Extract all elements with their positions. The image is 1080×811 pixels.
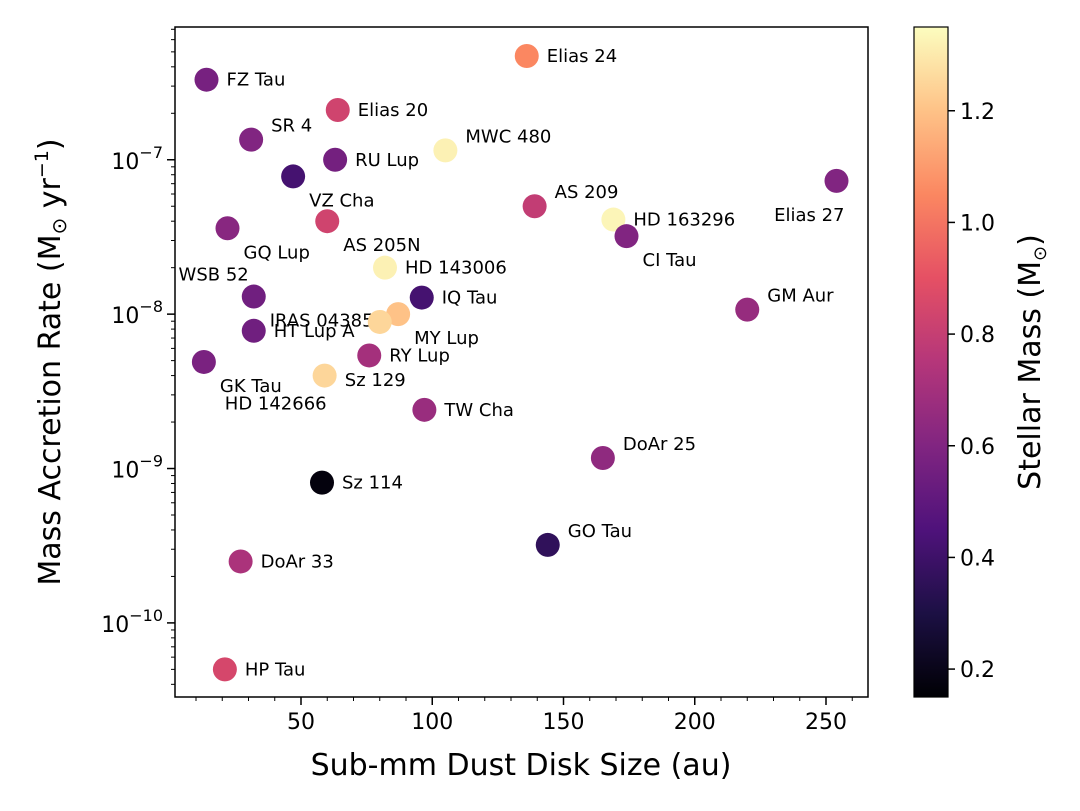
data-point — [601, 207, 626, 232]
plot-frame — [174, 26, 869, 698]
y-tick-label: 10−8 — [111, 297, 163, 329]
point-label: MWC 480 — [465, 126, 551, 147]
x-tick-label: 100 — [411, 710, 453, 735]
data-point — [590, 445, 615, 470]
x-tick-label: 200 — [674, 710, 716, 735]
x-axis-title: Sub-mm Dust Disk Size (au) — [311, 748, 732, 783]
x-tick-label: 250 — [805, 710, 847, 735]
plot-area: FZ Tau Elias 24 Elias 20 SR 4 RU Lup MWC 480 V… — [179, 44, 849, 682]
data-point — [323, 147, 348, 172]
colorbar-title: Stellar Mass (M⊙) — [1013, 234, 1051, 490]
point-label: HT Lup A — [274, 321, 356, 342]
data-point — [241, 318, 266, 343]
point-label: RU Lup — [355, 150, 419, 171]
point-label: HD 163296 — [633, 210, 735, 231]
data-point — [409, 285, 434, 310]
x-tick-label: 150 — [543, 710, 585, 735]
data-point — [315, 209, 340, 234]
y-tick-label: 10−9 — [111, 452, 163, 484]
data-point — [373, 255, 397, 280]
point-label: DoAr 25 — [623, 434, 696, 455]
colorbar-ticks: 0.2 0.4 0.6 0.8 1.0 1.2 — [948, 100, 995, 683]
point-label: Elias 27 — [774, 205, 844, 226]
data-point — [433, 138, 458, 163]
data-point — [228, 549, 253, 574]
colorbar — [913, 26, 949, 698]
data-point — [312, 363, 337, 388]
point-label: AS 205N — [343, 235, 420, 256]
colorbar-tick-label: 0.2 — [960, 658, 995, 683]
x-axis-ticks: 50 100 150 200 250 — [195, 697, 853, 735]
y-axis-title: Mass Accretion Rate (M⊙ yr−1) — [31, 138, 71, 585]
point-label: GM Aur — [767, 286, 834, 307]
colorbar-tick-label: 0.6 — [960, 435, 995, 460]
point-label: Sz 129 — [345, 370, 406, 391]
data-point — [281, 164, 306, 189]
point-label: IRAS 04385 — [270, 311, 374, 332]
data-point — [386, 302, 411, 327]
point-label: HD 143006 — [405, 258, 507, 279]
point-label: HD 142666 — [225, 394, 327, 415]
y-tick-label: 10−10 — [101, 606, 163, 638]
data-point — [367, 309, 392, 334]
x-tick-label: 50 — [287, 710, 315, 735]
point-label: CI Tau — [643, 250, 697, 271]
data-point — [191, 349, 216, 374]
point-label: Sz 114 — [342, 473, 403, 494]
data-point — [357, 343, 382, 368]
point-label: GQ Lup — [244, 242, 310, 263]
point-label: IQ Tau — [442, 288, 498, 309]
data-point — [412, 397, 437, 422]
point-label: Elias 24 — [547, 46, 617, 67]
colorbar-tick-label: 0.8 — [960, 323, 995, 348]
point-label: DoAr 33 — [261, 551, 334, 572]
colorbar-tick-label: 0.4 — [960, 546, 995, 571]
data-point — [310, 470, 334, 495]
y-axis-ticks: 10−10 10−9 10−8 10−7 — [101, 28, 175, 685]
data-point — [824, 168, 849, 193]
data-point — [241, 284, 266, 309]
point-label: Elias 20 — [358, 100, 428, 121]
data-point — [522, 194, 547, 219]
point-label: GK Tau — [220, 376, 282, 397]
data-point — [735, 297, 760, 322]
point-label: VZ Cha — [309, 190, 374, 211]
data-point — [514, 44, 539, 69]
data-point — [325, 98, 350, 123]
point-label: FZ Tau — [227, 70, 286, 91]
data-point — [614, 224, 639, 249]
colorbar-tick-label: 1.0 — [960, 211, 995, 236]
point-label: WSB 52 — [179, 265, 249, 286]
y-tick-label: 10−7 — [111, 143, 163, 175]
data-point — [535, 532, 560, 557]
data-point — [239, 127, 264, 152]
colorbar-tick-label: 1.2 — [960, 100, 995, 125]
data-point — [215, 216, 240, 241]
point-label: MY Lup — [414, 328, 479, 349]
point-label: AS 209 — [555, 182, 619, 203]
point-label: SR 4 — [271, 116, 312, 137]
data-point — [212, 657, 237, 682]
data-point — [194, 67, 219, 92]
point-label: GO Tau — [568, 521, 632, 542]
point-label: RY Lup — [389, 345, 450, 366]
point-label: TW Cha — [443, 400, 514, 421]
point-label: HP Tau — [245, 659, 306, 680]
